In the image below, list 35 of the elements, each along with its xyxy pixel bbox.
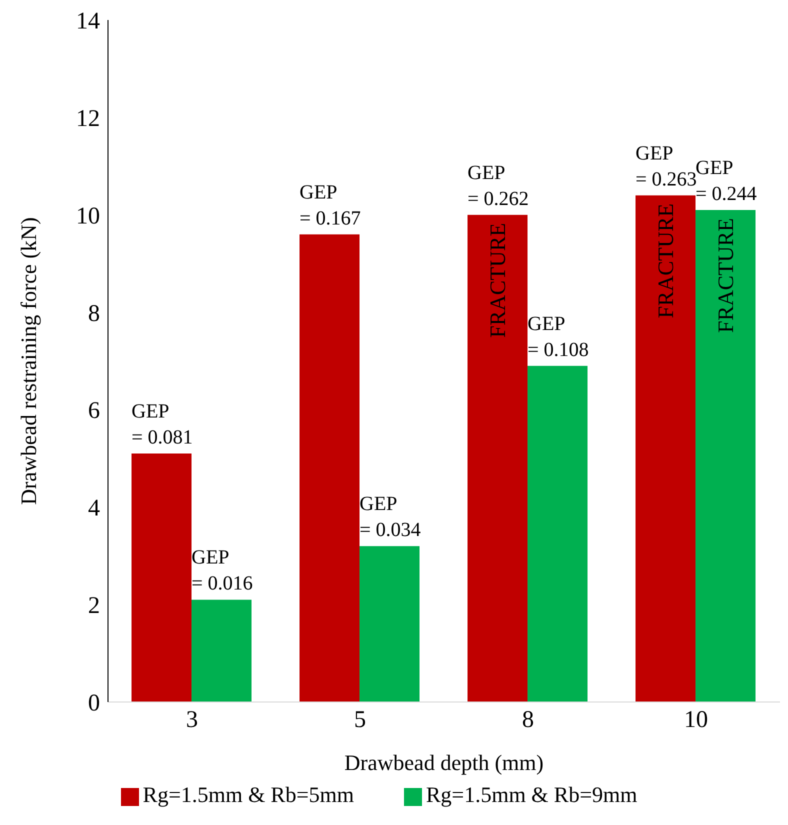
- x-tick-label: 3: [186, 707, 198, 734]
- annotation: FRACTURE: [653, 203, 678, 318]
- bar: [468, 214, 528, 702]
- annotation: GEP = 0.263: [636, 142, 697, 190]
- y-tick-label: 4: [88, 496, 100, 522]
- bar: [528, 366, 588, 702]
- y-axis-title: Drawbead restraining force (kN): [16, 217, 41, 505]
- x-axis-title: Drawbead depth (mm): [344, 750, 544, 775]
- y-tick-label: 10: [76, 203, 100, 230]
- annotation: FRACTURE: [485, 222, 510, 338]
- y-tick-label: 2: [88, 593, 100, 620]
- bar: [300, 234, 360, 702]
- y-tick-label: 8: [88, 300, 100, 327]
- annotation: FRACTURE: [713, 218, 738, 333]
- bar: [636, 195, 696, 702]
- legend-label: Rg=1.5mm & Rb=9mm: [426, 782, 638, 807]
- bar: [132, 454, 192, 702]
- annotation: GEP = 0.167: [300, 181, 361, 230]
- x-tick-label: 10: [684, 707, 708, 734]
- bar: [696, 210, 756, 702]
- bar: [360, 546, 420, 702]
- y-tick-label: 12: [76, 106, 100, 132]
- annotation: GEP = 0.034: [360, 493, 421, 542]
- annotation: GEP = 0.244: [696, 156, 757, 205]
- annotation: GEP = 0.108: [528, 312, 589, 361]
- x-tick-label: 5: [354, 707, 366, 734]
- y-tick-label: 6: [88, 398, 100, 424]
- y-tick-label: 14: [76, 8, 100, 35]
- annotation: GEP = 0.016: [192, 546, 253, 595]
- annotation: GEP = 0.262: [468, 162, 529, 210]
- bar: [192, 600, 252, 702]
- annotation: GEP = 0.081: [132, 400, 193, 449]
- x-tick-label: 8: [522, 707, 534, 734]
- y-tick-label: 0: [88, 690, 100, 717]
- legend-label: Rg=1.5mm & Rb=5mm: [142, 782, 354, 807]
